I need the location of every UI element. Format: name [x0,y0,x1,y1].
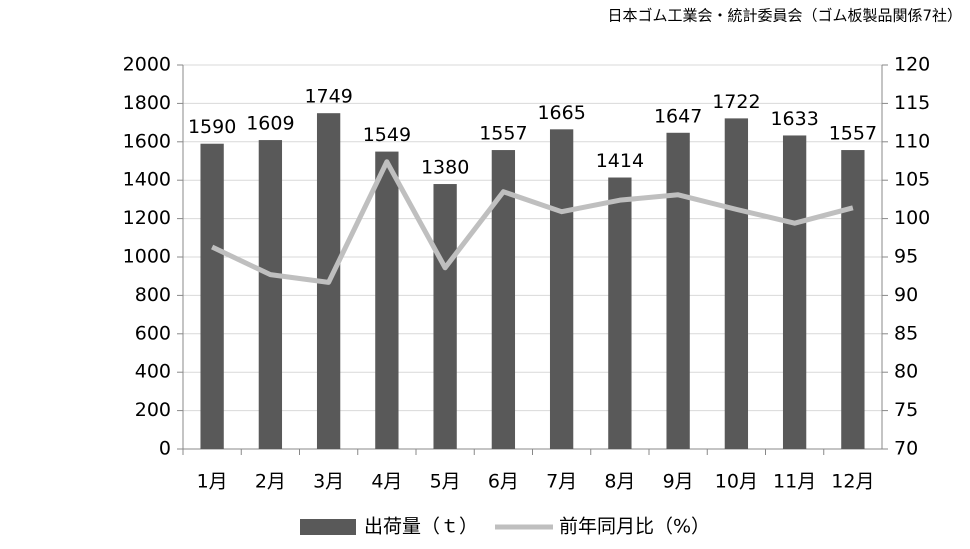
x-tick-label: 7月 [546,471,577,493]
y2-tick-label: 85 [894,322,918,344]
data-label: 1557 [479,123,527,145]
y2-tick-label: 105 [894,169,930,191]
bar [549,129,574,449]
x-tick-label: 5月 [430,471,461,493]
y2-tick-label: 80 [894,361,918,383]
x-tick-label: 8月 [604,471,635,493]
x-tick-label: 9月 [663,471,694,493]
y-tick-label: 1800 [123,92,171,114]
y2-tick-label: 110 [894,130,930,152]
bar [666,132,690,449]
y2-tick-label: 120 [894,54,930,76]
x-tick-label: 3月 [313,471,344,493]
y-tick-label: 1000 [123,246,171,268]
y2-tick-label: 115 [894,92,930,114]
legend-label: 出荷量（ｔ） [364,516,478,538]
y-tick-label: 800 [135,284,171,306]
y-tick-label: 1400 [123,169,171,191]
x-tick-label: 6月 [488,471,519,493]
legend-label: 前年同月比（%） [559,516,710,538]
y-tick-label: 400 [135,361,171,383]
bar [258,140,283,449]
x-tick-label: 10月 [715,471,758,493]
x-tick-label: 11月 [773,471,816,493]
data-label: 1590 [188,116,236,138]
x-tick-label: 12月 [831,471,874,493]
y2-tick-label: 70 [894,438,918,460]
data-label: 1647 [654,105,702,127]
bar [491,150,516,449]
y-tick-label: 0 [159,438,171,460]
y-tick-label: 2000 [123,54,171,76]
bar [375,151,399,450]
bar [433,184,457,450]
bar [782,135,807,450]
data-label: 1549 [363,124,411,146]
legend-swatch [300,519,356,535]
data-label: 1609 [246,113,294,135]
y2-tick-label: 75 [894,399,918,421]
data-label: 1749 [304,86,352,108]
x-tick-label: 1月 [197,471,228,493]
y-tick-label: 600 [135,322,171,344]
bar [608,177,632,449]
data-label: 1665 [537,102,585,124]
bar [200,143,224,449]
data-label: 1722 [712,91,760,113]
y2-tick-label: 90 [894,284,918,306]
data-label: 1633 [770,108,818,130]
y-tick-label: 200 [135,399,171,421]
data-label: 1414 [596,150,644,172]
y-tick-label: 1600 [123,130,171,152]
data-label: 1380 [421,157,469,179]
y-tick-label: 1200 [123,207,171,229]
y2-tick-label: 95 [894,246,918,268]
x-tick-label: 2月 [255,471,286,493]
bar [841,150,865,449]
data-label: 1557 [829,123,877,145]
source-note: 日本ゴム工業会・統計委員会（ゴム板製品関係7社） [607,7,962,25]
line-series [211,159,854,285]
y2-tick-label: 100 [894,207,930,229]
x-tick-label: 4月 [371,471,402,493]
bar [724,118,749,449]
